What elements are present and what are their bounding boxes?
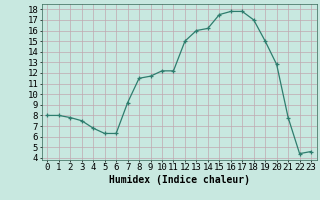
X-axis label: Humidex (Indice chaleur): Humidex (Indice chaleur)	[109, 175, 250, 185]
